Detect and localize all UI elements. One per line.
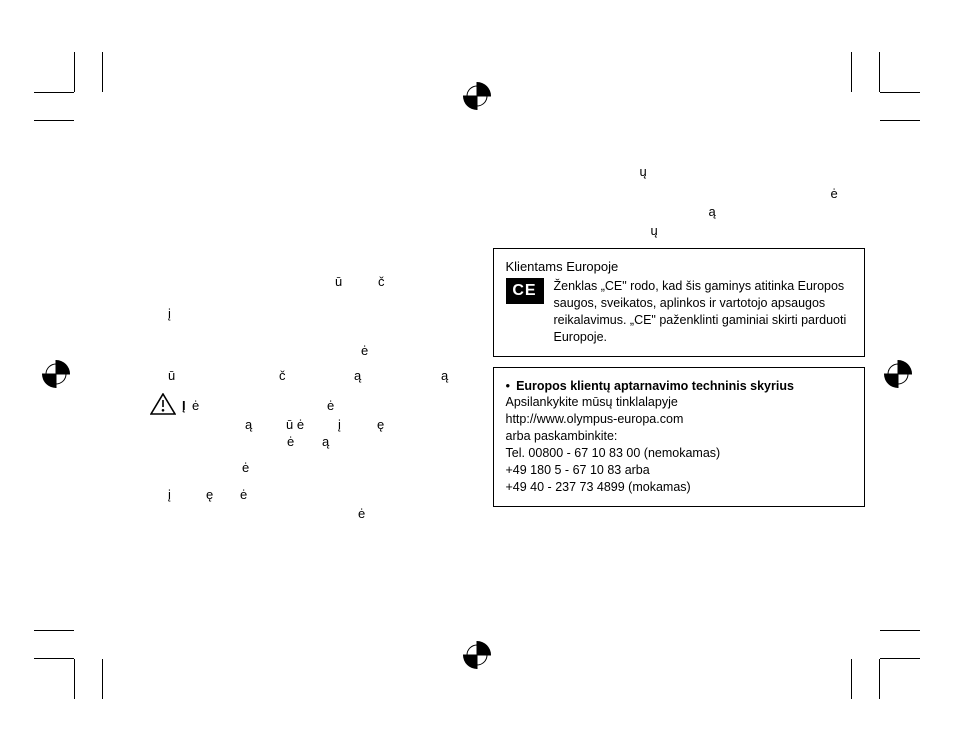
crop-mark [880,658,920,659]
text-fragment: ą [441,368,448,383]
crop-mark [880,120,920,121]
crop-mark [34,120,74,121]
page-content: ū č į ė ū č ą ą Į ė ė ą ū ė į ę ė ą ė į … [90,140,865,560]
crop-mark [851,659,852,699]
text-fragment: ą [709,204,716,219]
crop-mark [34,658,74,659]
text-fragment: č [279,368,286,383]
support-line: Apsilankykite mūsų tinklalapyje [506,394,853,411]
crop-mark [34,630,74,631]
crop-mark [880,92,920,93]
crop-mark [880,630,920,631]
crop-mark [102,659,103,699]
crop-mark [851,52,852,92]
crop-mark [74,659,75,699]
text-fragment: ą [354,368,361,383]
text-fragment: ę [377,417,384,432]
text-fragment: ū [168,368,175,383]
text-fragment: ę [206,487,213,502]
crop-mark [34,92,74,93]
text-fragment: ą [245,417,252,432]
text-fragment: ą [322,434,329,449]
crop-mark [879,659,880,699]
right-column: ų ė ą ų Klientams Europoje CE Ženklas „C… [493,140,866,560]
text-fragment: į [338,417,341,432]
ce-box-body: Ženklas „CE" rodo, kad šis gaminys atiti… [554,278,853,346]
support-url: http://www.olympus-europa.com [506,411,853,428]
support-phone: Tel. 00800 - 67 10 83 00 (nemokamas) [506,445,853,462]
text-fragment: ė [327,398,334,413]
ce-mark-label: CE [512,282,536,300]
text-fragment: ė [240,487,247,502]
text-fragment: ė [287,434,294,449]
crop-mark [74,52,75,92]
support-phone: +49 40 - 237 73 4899 (mokamas) [506,479,853,496]
text-fragment: į [168,306,171,321]
text-fragment: ū ė [286,417,304,432]
text-fragment: ė [358,506,365,521]
text-fragment: ė [831,186,838,201]
registration-mark [463,641,491,669]
text-fragment: ų [640,164,647,179]
support-line: arba paskambinkite: [506,428,853,445]
support-phone: +49 180 5 - 67 10 83 arba [506,462,853,479]
text-fragment: ė [361,343,368,358]
support-heading: Europos klientų aptarnavimo techninis sk… [516,378,794,395]
left-column: ū č į ė ū č ą ą Į ė ė ą ū ė į ę ė ą ė į … [90,140,463,560]
registration-mark [42,360,70,388]
crop-mark [879,52,880,92]
text-fragment: ė [192,398,199,413]
crop-mark [102,52,103,92]
text-fragment: ų [651,223,658,238]
text-fragment: Į [182,398,186,413]
ce-mark-icon: CE [506,278,544,304]
bullet-icon: • [506,378,511,395]
support-box: • Europos klientų aptarnavimo techninis … [493,367,866,507]
registration-mark [463,82,491,110]
ce-notice-box: Klientams Europoje CE Ženklas „CE" rodo,… [493,248,866,357]
text-fragment: č [378,274,385,289]
warning-icon [150,393,176,415]
text-fragment: į [168,487,171,502]
text-fragment: ė [242,460,249,475]
registration-mark [884,360,912,388]
text-fragment: ū [335,274,342,289]
ce-box-title: Klientams Europoje [506,259,853,274]
